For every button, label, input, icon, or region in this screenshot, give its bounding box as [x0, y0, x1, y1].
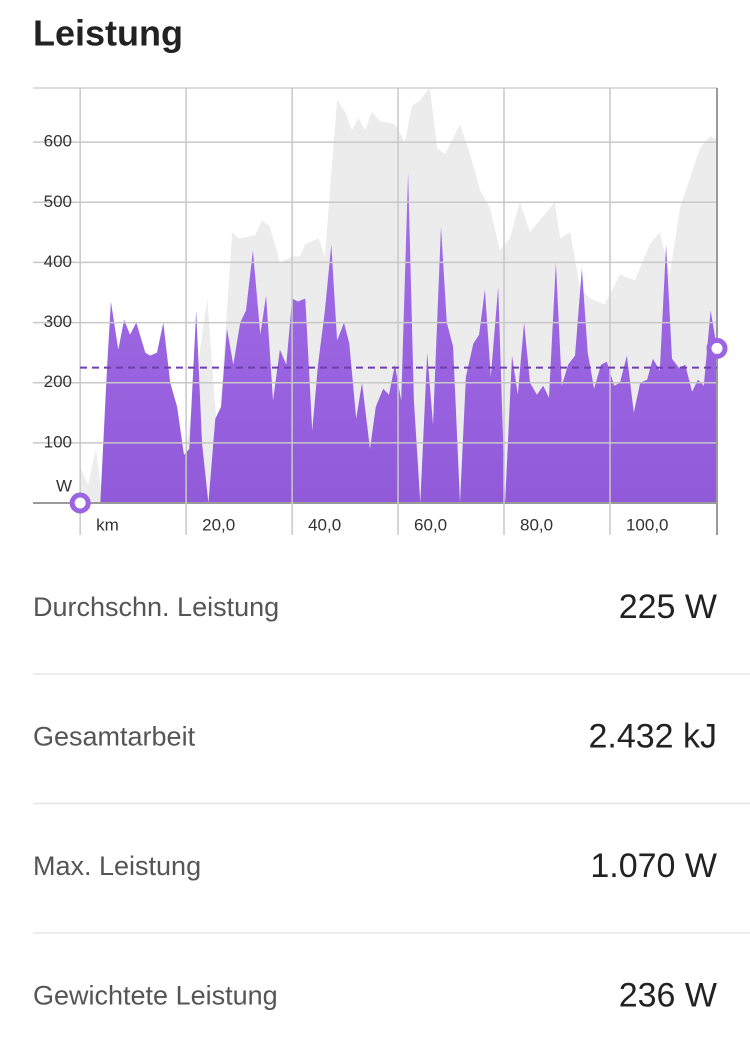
stat-label: Gesamtarbeit	[33, 722, 196, 752]
y-tick-label: 600	[44, 132, 72, 151]
x-tick-label: 40,0	[308, 515, 341, 534]
y-tick-label: W	[56, 476, 72, 495]
stat-value: 225 W	[619, 588, 717, 626]
y-tick-label: 300	[44, 312, 72, 331]
x-tick-label: 100,0	[626, 515, 669, 534]
chart: W 100 200 300 400 500 600 km 20,0 40,0 60,0 80,0 100…	[33, 87, 728, 535]
stat-label: Gewichtete Leistung	[33, 981, 278, 1011]
end-marker	[706, 337, 728, 359]
stat-value: 1.070 W	[590, 847, 717, 885]
x-tick-label: 20,0	[202, 515, 235, 534]
y-tick-label: 500	[44, 192, 72, 211]
start-marker	[69, 492, 91, 514]
y-tick-label: 400	[44, 252, 72, 271]
x-tick-label: 80,0	[520, 515, 553, 534]
y-tick-label: 100	[44, 432, 72, 451]
x-tick-label: km	[96, 515, 119, 534]
stat-label: Max. Leistung	[33, 851, 201, 881]
section-title: Leistung	[33, 13, 183, 54]
stat-value: 236 W	[619, 976, 717, 1014]
power-area	[80, 172, 717, 503]
stat-value: 2.432 kJ	[588, 717, 717, 755]
stat-label: Durchschn. Leistung	[33, 592, 279, 622]
x-tick-label: 60,0	[414, 515, 447, 534]
stats-list: Durchschn. Leistung 225 W Gesamtarbeit 2.43…	[33, 588, 750, 1014]
y-tick-label: 200	[44, 372, 72, 391]
